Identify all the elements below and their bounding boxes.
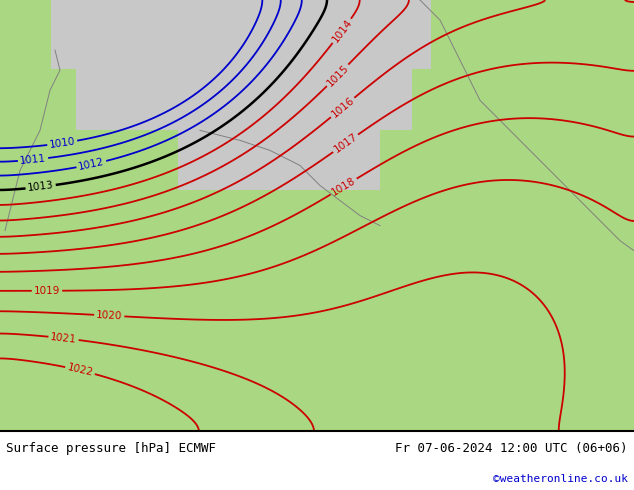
Text: 1013: 1013: [27, 180, 55, 194]
Text: 1017: 1017: [332, 132, 359, 155]
Text: 1014: 1014: [330, 17, 354, 45]
Text: Fr 07-06-2024 12:00 UTC (06+06): Fr 07-06-2024 12:00 UTC (06+06): [395, 442, 628, 455]
Text: ©weatheronline.co.uk: ©weatheronline.co.uk: [493, 474, 628, 485]
Text: 1015: 1015: [325, 63, 351, 88]
Text: 1016: 1016: [329, 95, 356, 120]
Text: 1019: 1019: [34, 286, 60, 296]
Text: 1022: 1022: [66, 363, 94, 378]
Text: 1021: 1021: [50, 332, 77, 344]
Text: 1020: 1020: [96, 310, 122, 321]
Text: 1011: 1011: [20, 153, 47, 166]
Text: 1018: 1018: [330, 175, 358, 197]
Text: 1012: 1012: [77, 157, 105, 172]
Text: 1010: 1010: [49, 136, 76, 150]
Text: Surface pressure [hPa] ECMWF: Surface pressure [hPa] ECMWF: [6, 442, 216, 455]
